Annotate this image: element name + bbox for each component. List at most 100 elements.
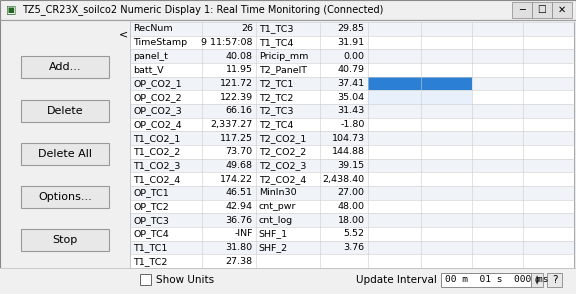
Bar xyxy=(512,2,532,18)
Bar xyxy=(130,159,574,172)
Text: 31.91: 31.91 xyxy=(338,38,365,47)
Text: 29.85: 29.85 xyxy=(338,24,365,33)
Text: cnt_pwr: cnt_pwr xyxy=(259,202,296,211)
Bar xyxy=(21,56,109,78)
Text: T2_TC4: T2_TC4 xyxy=(259,120,293,129)
Text: 26: 26 xyxy=(241,24,253,33)
Text: TZ5_CR23X_soilco2 Numeric Display 1: Real Time Monitoring (Connected): TZ5_CR23X_soilco2 Numeric Display 1: Rea… xyxy=(22,4,384,16)
Text: ▼: ▼ xyxy=(535,280,539,285)
Text: Pricip_mm: Pricip_mm xyxy=(259,52,308,61)
Text: 42.94: 42.94 xyxy=(226,202,253,211)
Text: T2_CO2_1: T2_CO2_1 xyxy=(259,134,306,143)
Text: Delete: Delete xyxy=(47,106,84,116)
Text: 27.38: 27.38 xyxy=(226,257,253,266)
Text: 39.15: 39.15 xyxy=(338,161,365,170)
Text: 49.68: 49.68 xyxy=(226,161,253,170)
Text: T2_TC1: T2_TC1 xyxy=(259,79,293,88)
Text: ?: ? xyxy=(552,275,557,285)
Bar xyxy=(130,118,574,131)
Bar xyxy=(130,104,574,118)
Text: 117.25: 117.25 xyxy=(220,134,253,143)
Text: cnt_log: cnt_log xyxy=(259,216,293,225)
Text: Show Units: Show Units xyxy=(156,275,214,285)
Bar xyxy=(130,77,574,90)
Text: ▲: ▲ xyxy=(535,275,539,280)
Text: T2_TC3: T2_TC3 xyxy=(259,106,293,115)
Bar xyxy=(130,90,574,104)
Text: 5.52: 5.52 xyxy=(344,229,365,238)
Text: Delete All: Delete All xyxy=(38,149,92,159)
Text: OP_CO2_4: OP_CO2_4 xyxy=(133,120,181,129)
Bar xyxy=(531,273,543,287)
Text: TimeStamp: TimeStamp xyxy=(133,38,187,47)
Text: 121.72: 121.72 xyxy=(220,79,253,88)
Bar xyxy=(532,2,552,18)
Text: T2_CO2_2: T2_CO2_2 xyxy=(259,147,306,156)
Bar xyxy=(21,143,109,165)
Bar xyxy=(130,22,574,268)
Text: T1_CO2_4: T1_CO2_4 xyxy=(133,175,180,184)
Text: OP_TC4: OP_TC4 xyxy=(133,229,169,238)
Text: ─: ─ xyxy=(519,5,525,15)
Text: OP_CO2_1: OP_CO2_1 xyxy=(133,79,181,88)
Bar xyxy=(441,273,531,287)
Bar xyxy=(0,0,576,20)
Text: 40.08: 40.08 xyxy=(226,52,253,61)
Text: 36.76: 36.76 xyxy=(226,216,253,225)
Text: 31.43: 31.43 xyxy=(338,106,365,115)
Bar xyxy=(130,172,574,186)
Bar xyxy=(21,100,109,122)
Text: SHF_1: SHF_1 xyxy=(259,229,288,238)
Bar xyxy=(21,229,109,251)
Text: MinIn30: MinIn30 xyxy=(259,188,297,197)
Bar xyxy=(130,131,574,145)
Bar xyxy=(130,36,574,49)
Text: ✕: ✕ xyxy=(558,5,566,15)
Text: 0.00: 0.00 xyxy=(344,52,365,61)
Text: -1.80: -1.80 xyxy=(340,120,365,129)
Bar xyxy=(0,0,576,20)
Bar xyxy=(130,200,574,213)
Text: Update Interval: Update Interval xyxy=(356,275,437,285)
Bar xyxy=(130,213,574,227)
Text: -INF: -INF xyxy=(234,229,253,238)
Bar xyxy=(130,49,574,63)
Text: 37.41: 37.41 xyxy=(338,79,365,88)
Text: Options...: Options... xyxy=(38,192,92,202)
Text: 104.73: 104.73 xyxy=(332,134,365,143)
Text: 40.79: 40.79 xyxy=(338,65,365,74)
Bar xyxy=(0,268,576,294)
Text: 66.16: 66.16 xyxy=(226,106,253,115)
Bar xyxy=(130,241,574,254)
Bar xyxy=(130,63,574,77)
Bar xyxy=(547,273,562,287)
Text: T1_TC2: T1_TC2 xyxy=(133,257,168,266)
Text: OP_TC1: OP_TC1 xyxy=(133,188,169,197)
Bar xyxy=(140,274,151,285)
Text: 46.51: 46.51 xyxy=(226,188,253,197)
Text: OP_TC3: OP_TC3 xyxy=(133,216,169,225)
Text: ☐: ☐ xyxy=(537,5,547,15)
Text: OP_CO2_2: OP_CO2_2 xyxy=(133,93,181,102)
Bar xyxy=(21,186,109,208)
Text: 9 11:57:08: 9 11:57:08 xyxy=(201,38,253,47)
Text: Add...: Add... xyxy=(49,63,81,73)
Text: batt_V: batt_V xyxy=(133,65,164,74)
Text: OP_TC2: OP_TC2 xyxy=(133,202,169,211)
Text: <: < xyxy=(119,29,128,39)
Bar xyxy=(130,254,574,268)
Text: 00 m  01 s  000 ms: 00 m 01 s 000 ms xyxy=(445,275,548,285)
Text: 35.04: 35.04 xyxy=(338,93,365,102)
Text: T1_CO2_2: T1_CO2_2 xyxy=(133,147,180,156)
Text: 31.80: 31.80 xyxy=(226,243,253,252)
Text: OP_CO2_3: OP_CO2_3 xyxy=(133,106,182,115)
Text: T2_CO2_3: T2_CO2_3 xyxy=(259,161,306,170)
Text: ▣: ▣ xyxy=(6,5,17,15)
Text: 3.76: 3.76 xyxy=(343,243,365,252)
Text: T1_CO2_3: T1_CO2_3 xyxy=(133,161,180,170)
Text: T1_TC3: T1_TC3 xyxy=(259,24,293,33)
Text: 27.00: 27.00 xyxy=(338,188,365,197)
Text: SHF_2: SHF_2 xyxy=(259,243,288,252)
Text: Stop: Stop xyxy=(52,235,78,245)
Text: T1_TC1: T1_TC1 xyxy=(133,243,168,252)
